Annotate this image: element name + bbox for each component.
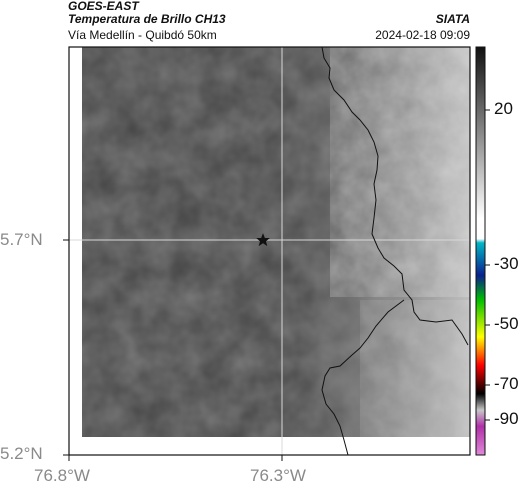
- latitude-tick-5-7: 5.7°N: [0, 230, 43, 249]
- organization-label: SIATA: [435, 12, 470, 26]
- star-icon: [256, 233, 270, 247]
- region-label: Vía Medellín - Quibdó 50km: [68, 28, 217, 42]
- latitude-tick-5-2: 5.2°N: [0, 444, 43, 463]
- product-title: Temperatura de Brillo CH13: [68, 12, 226, 26]
- department-boundary-line-south: [321, 354, 353, 456]
- satellite-title: GOES-EAST: [68, 0, 139, 13]
- brightness-temperature-image: [82, 47, 470, 437]
- colorbar: [476, 47, 485, 455]
- map-frame: [68, 46, 471, 456]
- department-boundary-line-branch: [351, 299, 405, 356]
- department-boundary-line: [321, 46, 469, 346]
- longitude-tick-76-8: 76.8°W: [34, 466, 90, 485]
- longitude-tick-76-3: 76.3°W: [250, 466, 306, 485]
- colorbar-tick-minus-90: -90: [494, 409, 519, 428]
- colorbar-tick-minus-50: -50: [494, 314, 519, 333]
- colorbar-tick-minus-30: -30: [494, 254, 519, 273]
- colorbar-tick-20: 20: [494, 99, 513, 118]
- colorbar-tick-minus-70: -70: [494, 374, 519, 393]
- datetime-label: 2024-02-18 09:09: [375, 28, 470, 42]
